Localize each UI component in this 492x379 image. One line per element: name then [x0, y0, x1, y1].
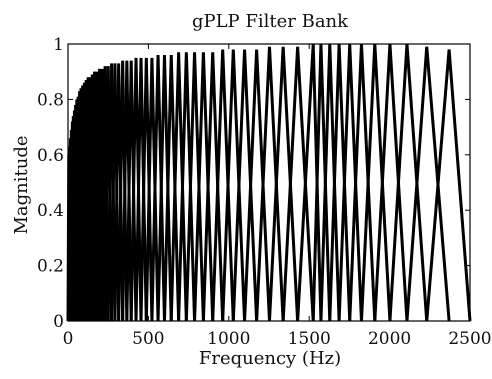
- filter-curve-41: [193, 52, 215, 322]
- filter-curve-38: [169, 52, 188, 322]
- y-tick-label: 0: [53, 312, 64, 332]
- filter-curve-30: [125, 60, 138, 322]
- plot-area-frame: [67, 43, 471, 322]
- filter-curve-33: [139, 57, 154, 322]
- x-tick-label: 1000: [207, 329, 250, 349]
- filter-curve-32: [134, 57, 148, 322]
- y-tick-label: 0.2: [37, 257, 64, 277]
- filter-curve-47: [255, 46, 285, 322]
- filter-curve-34: [144, 57, 160, 322]
- filter-curve-44: [221, 49, 247, 322]
- filter-curve-42: [201, 52, 225, 322]
- filter-curve-35: [150, 55, 166, 322]
- y-axis-label: Magnitude: [11, 135, 32, 234]
- x-tick-label: 2000: [368, 329, 411, 349]
- filter-curve-48: [267, 46, 300, 322]
- filter-curve-39: [177, 52, 197, 322]
- y-tick-label: 0.6: [37, 146, 64, 166]
- x-tick-label: 2500: [448, 329, 491, 349]
- filter-curve-43: [211, 49, 235, 322]
- filter-curve-45: [231, 49, 259, 322]
- filter-curves: [66, 43, 472, 322]
- filter-curve-37: [162, 55, 181, 322]
- filter-curve-59: [405, 46, 451, 322]
- y-axis-ticks: 0 0.2 0.4 0.6 0.8 1: [37, 35, 470, 332]
- x-tick-label: 500: [132, 329, 164, 349]
- chart-title: gPLP Filter Bank: [192, 11, 349, 32]
- filter-curve-58: [388, 43, 429, 322]
- filter-curve-40: [184, 52, 205, 322]
- x-axis-ticks: 0 500 1000 1500 2000 2500: [63, 44, 492, 349]
- x-tick-label: 0: [63, 329, 74, 349]
- y-tick-label: 0.4: [37, 201, 64, 221]
- filter-curve-57: [373, 43, 409, 322]
- y-tick-label: 0.8: [37, 90, 64, 110]
- filter-curve-31: [129, 57, 143, 322]
- y-tick-label: 1: [53, 35, 64, 55]
- x-axis-label: Frequency (Hz): [199, 348, 341, 369]
- filter-curve-36: [156, 55, 173, 322]
- filter-curve-46: [243, 49, 271, 322]
- filter-curve-49: [281, 46, 315, 322]
- filter-curve-60: [425, 49, 472, 322]
- x-tick-label: 1500: [288, 329, 331, 349]
